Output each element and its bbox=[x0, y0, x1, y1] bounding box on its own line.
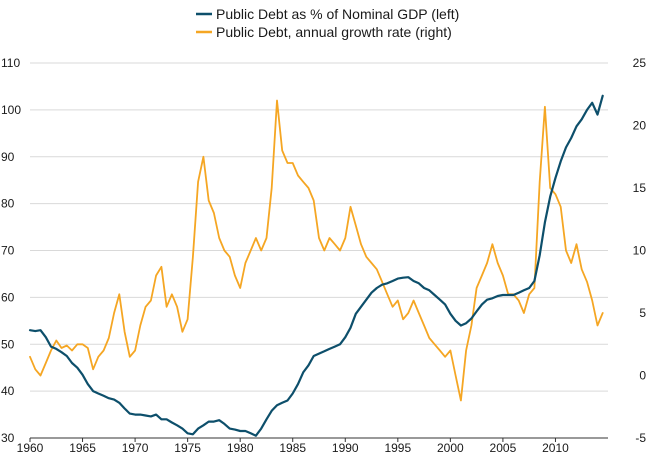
series-lines bbox=[28, 94, 604, 437]
series-line-growth-rate bbox=[29, 99, 604, 402]
x-tick-label: 1990 bbox=[332, 441, 359, 455]
series-line-public-debt-gdp bbox=[28, 94, 604, 437]
x-tick-label: 1965 bbox=[69, 441, 96, 455]
x-tick-label: 1970 bbox=[122, 441, 149, 455]
legend: Public Debt as % of Nominal GDP (left) P… bbox=[196, 6, 459, 40]
y-left-tick-label: 70 bbox=[1, 244, 15, 258]
x-tick-label: 1980 bbox=[227, 441, 254, 455]
gridlines bbox=[30, 62, 608, 439]
y-left-tick-label: 40 bbox=[1, 384, 15, 398]
legend-label-growth-rate: Public Debt, annual growth rate (right) bbox=[216, 24, 452, 40]
legend-item-growth-rate: Public Debt, annual growth rate (right) bbox=[196, 24, 452, 40]
y-right-tick-label: 15 bbox=[633, 181, 647, 195]
y-left-tick-label: 50 bbox=[1, 337, 15, 351]
y-right-tick-label: 5 bbox=[639, 306, 646, 320]
x-tick-label: 2000 bbox=[437, 441, 464, 455]
y-left-tick-label: 100 bbox=[1, 103, 21, 117]
x-tick-label: 2010 bbox=[542, 441, 569, 455]
legend-label-public-debt-gdp: Public Debt as % of Nominal GDP (left) bbox=[216, 6, 459, 22]
y-right-tick-label: 0 bbox=[639, 369, 646, 383]
axes: 30 40 50 60 70 80 90 100 110 -5 0 5 10 15 20 25 1960 1965… bbox=[1, 56, 646, 455]
y-left-tick-label: 30 bbox=[1, 431, 15, 445]
y-right-tick-label: 25 bbox=[633, 56, 647, 70]
x-tick-label: 1985 bbox=[279, 441, 306, 455]
y-right-tick-label: 20 bbox=[633, 119, 647, 133]
y-left-tick-label: 80 bbox=[1, 197, 15, 211]
y-left-tick-label: 60 bbox=[1, 290, 15, 304]
y-left-tick-label: 110 bbox=[1, 56, 20, 70]
legend-item-public-debt-gdp: Public Debt as % of Nominal GDP (left) bbox=[196, 6, 459, 22]
x-tick-label: 1995 bbox=[384, 441, 411, 455]
y-left-tick-label: 90 bbox=[1, 150, 15, 164]
x-tick-label: 2005 bbox=[490, 441, 517, 455]
x-tick-label: 1960 bbox=[17, 441, 44, 455]
y-right-tick-label: 10 bbox=[633, 244, 647, 258]
y-right-tick-label: -5 bbox=[635, 431, 646, 445]
x-tick-label: 1975 bbox=[174, 441, 201, 455]
